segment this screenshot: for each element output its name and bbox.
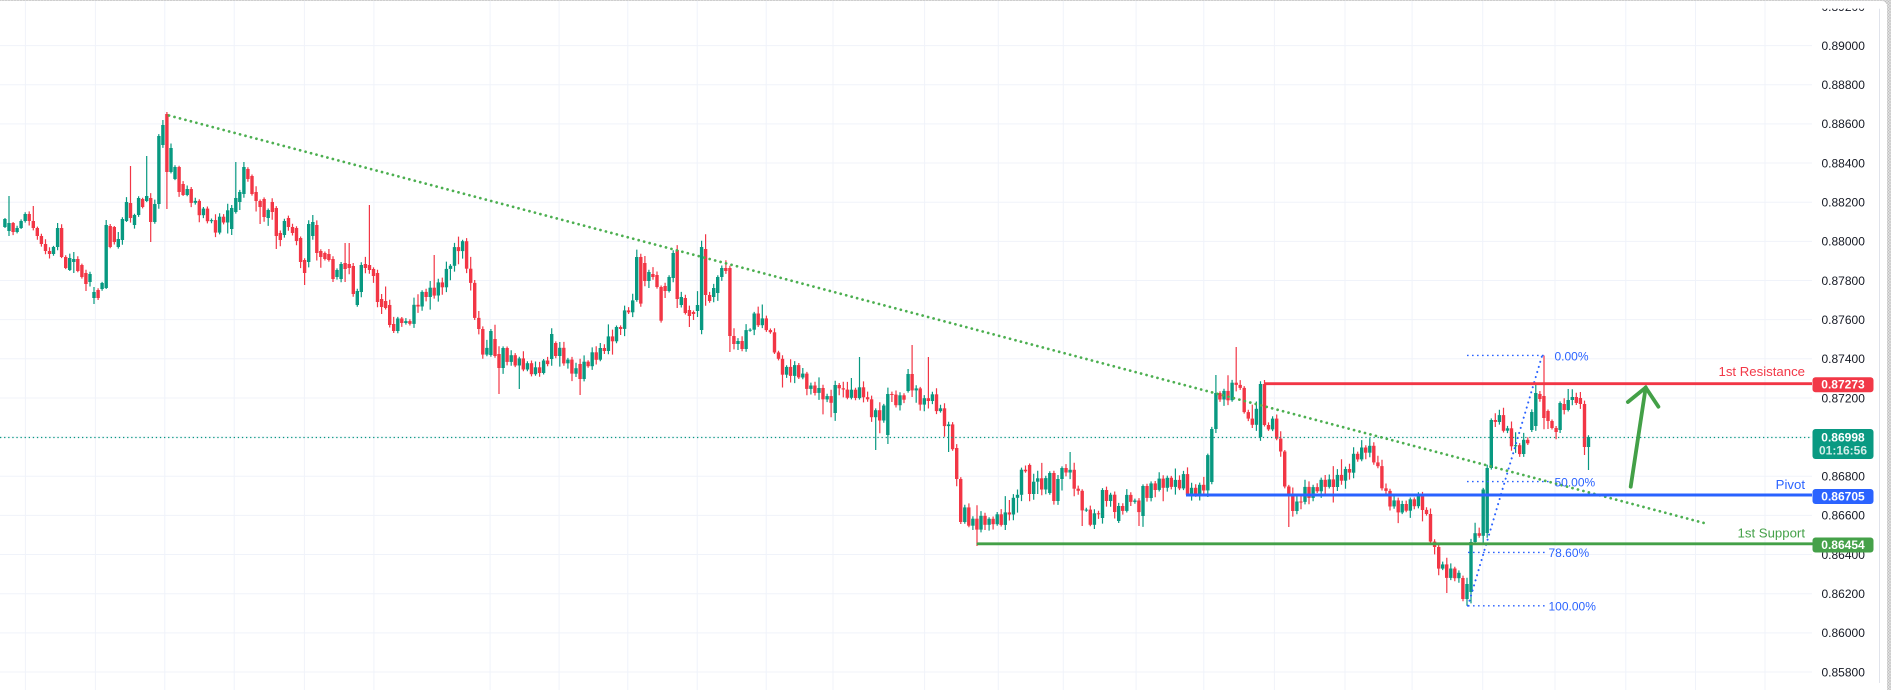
svg-text:0.87800: 0.87800 — [1822, 274, 1866, 288]
svg-text:1st Resistance: 1st Resistance — [1719, 364, 1806, 379]
svg-text:50.00%: 50.00% — [1555, 475, 1596, 489]
svg-text:1st Support: 1st Support — [1738, 525, 1806, 540]
svg-text:0.89000: 0.89000 — [1822, 39, 1866, 53]
svg-text:0.87600: 0.87600 — [1822, 313, 1866, 327]
svg-text:0.88800: 0.88800 — [1822, 78, 1866, 92]
svg-text:0.87400: 0.87400 — [1822, 352, 1866, 366]
svg-text:78.60%: 78.60% — [1549, 546, 1590, 560]
svg-text:01:16:56: 01:16:56 — [1819, 443, 1867, 457]
svg-text:0.86800: 0.86800 — [1822, 470, 1866, 484]
svg-text:0.85800: 0.85800 — [1822, 665, 1866, 679]
svg-text:0.86200: 0.86200 — [1822, 587, 1866, 601]
svg-text:0.86998: 0.86998 — [1821, 430, 1865, 444]
svg-text:0.88400: 0.88400 — [1822, 156, 1866, 170]
svg-text:0.87200: 0.87200 — [1822, 391, 1866, 405]
svg-text:0.88200: 0.88200 — [1822, 196, 1866, 210]
svg-text:100.00%: 100.00% — [1549, 599, 1597, 613]
svg-text:0.88600: 0.88600 — [1822, 117, 1866, 131]
svg-text:0.86600: 0.86600 — [1822, 509, 1866, 523]
svg-text:0.86705: 0.86705 — [1821, 490, 1865, 504]
svg-text:0.00%: 0.00% — [1555, 349, 1589, 363]
svg-text:0.88000: 0.88000 — [1822, 235, 1866, 249]
svg-text:0.86000: 0.86000 — [1822, 626, 1866, 640]
svg-text:0.86454: 0.86454 — [1821, 538, 1865, 552]
svg-text:0.89200: 0.89200 — [1822, 0, 1866, 14]
svg-text:Pivot: Pivot — [1776, 477, 1806, 492]
svg-text:0.87273: 0.87273 — [1821, 378, 1865, 392]
